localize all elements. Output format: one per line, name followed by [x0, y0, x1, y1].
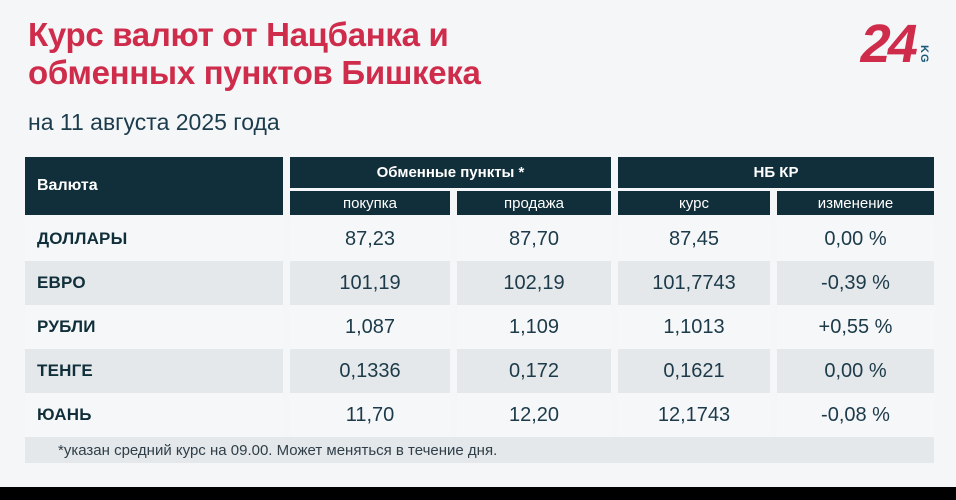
nbkr-change-value: -0,39 % [777, 261, 934, 305]
nbkr-rate-value: 12,1743 [618, 393, 770, 437]
nbkr-rate-value: 101,7743 [618, 261, 770, 305]
logo-24kg: 24 KG [856, 14, 930, 74]
sell-value: 102,19 [457, 261, 611, 305]
logo-24-numeral: 24 [855, 14, 921, 74]
currency-name: ТЕНГЕ [25, 349, 283, 393]
currency-name: ЕВРО [25, 261, 283, 305]
buy-value: 101,19 [290, 261, 450, 305]
currency-name: ДОЛЛАРЫ [25, 217, 283, 261]
column-group-nbkr: НБ КР [618, 157, 934, 188]
nbkr-change-value: +0,55 % [777, 305, 934, 349]
date-subtitle: на 11 августа 2025 года [28, 109, 280, 135]
buy-value: 11,70 [290, 393, 450, 437]
bottom-black-bar [0, 487, 956, 500]
nbkr-rate-value: 1,1013 [618, 305, 770, 349]
nbkr-change-value: 0,00 % [777, 349, 934, 393]
table-body: ДОЛЛАРЫ 87,23 87,70 87,45 0,00 % ЕВРО 10… [25, 217, 934, 437]
sell-value: 0,172 [457, 349, 611, 393]
nbkr-change-value: 0,00 % [777, 217, 934, 261]
table-row-tenge: ТЕНГЕ 0,1336 0,172 0,1621 0,00 % [25, 349, 934, 393]
table-header: Валюта Обменные пункты * НБ КР покупка п… [25, 157, 934, 215]
column-group-exchange-offices: Обменные пункты * [290, 157, 611, 188]
table-row-dollars: ДОЛЛАРЫ 87,23 87,70 87,45 0,00 % [25, 217, 934, 261]
column-header-buy: покупка [290, 191, 450, 215]
buy-value: 0,1336 [290, 349, 450, 393]
page-title-line1: Курс валют от Нацбанка и [28, 16, 449, 53]
page-title: Курс валют от Нацбанка и обменных пункто… [28, 16, 956, 92]
currency-name: РУБЛИ [25, 305, 283, 349]
table-row-euro: ЕВРО 101,19 102,19 101,7743 -0,39 % [25, 261, 934, 305]
infographic-header: Курс валют от Нацбанка и обменных пункто… [0, 0, 956, 136]
sell-value: 87,70 [457, 217, 611, 261]
table-row-rubles: РУБЛИ 1,087 1,109 1,1013 +0,55 % [25, 305, 934, 349]
nbkr-rate-value: 87,45 [618, 217, 770, 261]
sell-value: 12,20 [457, 393, 611, 437]
nbkr-change-value: -0,08 % [777, 393, 934, 437]
column-header-rate: курс [618, 191, 770, 215]
column-header-sell: продажа [457, 191, 611, 215]
page-title-line2: обменных пунктов Бишкека [28, 54, 481, 91]
currency-name: ЮАНЬ [25, 393, 283, 437]
buy-value: 87,23 [290, 217, 450, 261]
column-header-change: изменение [777, 191, 934, 215]
logo-kg-text: KG [918, 44, 930, 64]
sell-value: 1,109 [457, 305, 611, 349]
currency-rates-table: Валюта Обменные пункты * НБ КР покупка п… [25, 157, 934, 463]
table-row-yuan: ЮАНЬ 11,70 12,20 12,1743 -0,08 % [25, 393, 934, 437]
column-header-currency: Валюта [25, 157, 283, 215]
buy-value: 1,087 [290, 305, 450, 349]
footnote: *указан средний курс на 09.00. Может мен… [25, 437, 934, 463]
nbkr-rate-value: 0,1621 [618, 349, 770, 393]
